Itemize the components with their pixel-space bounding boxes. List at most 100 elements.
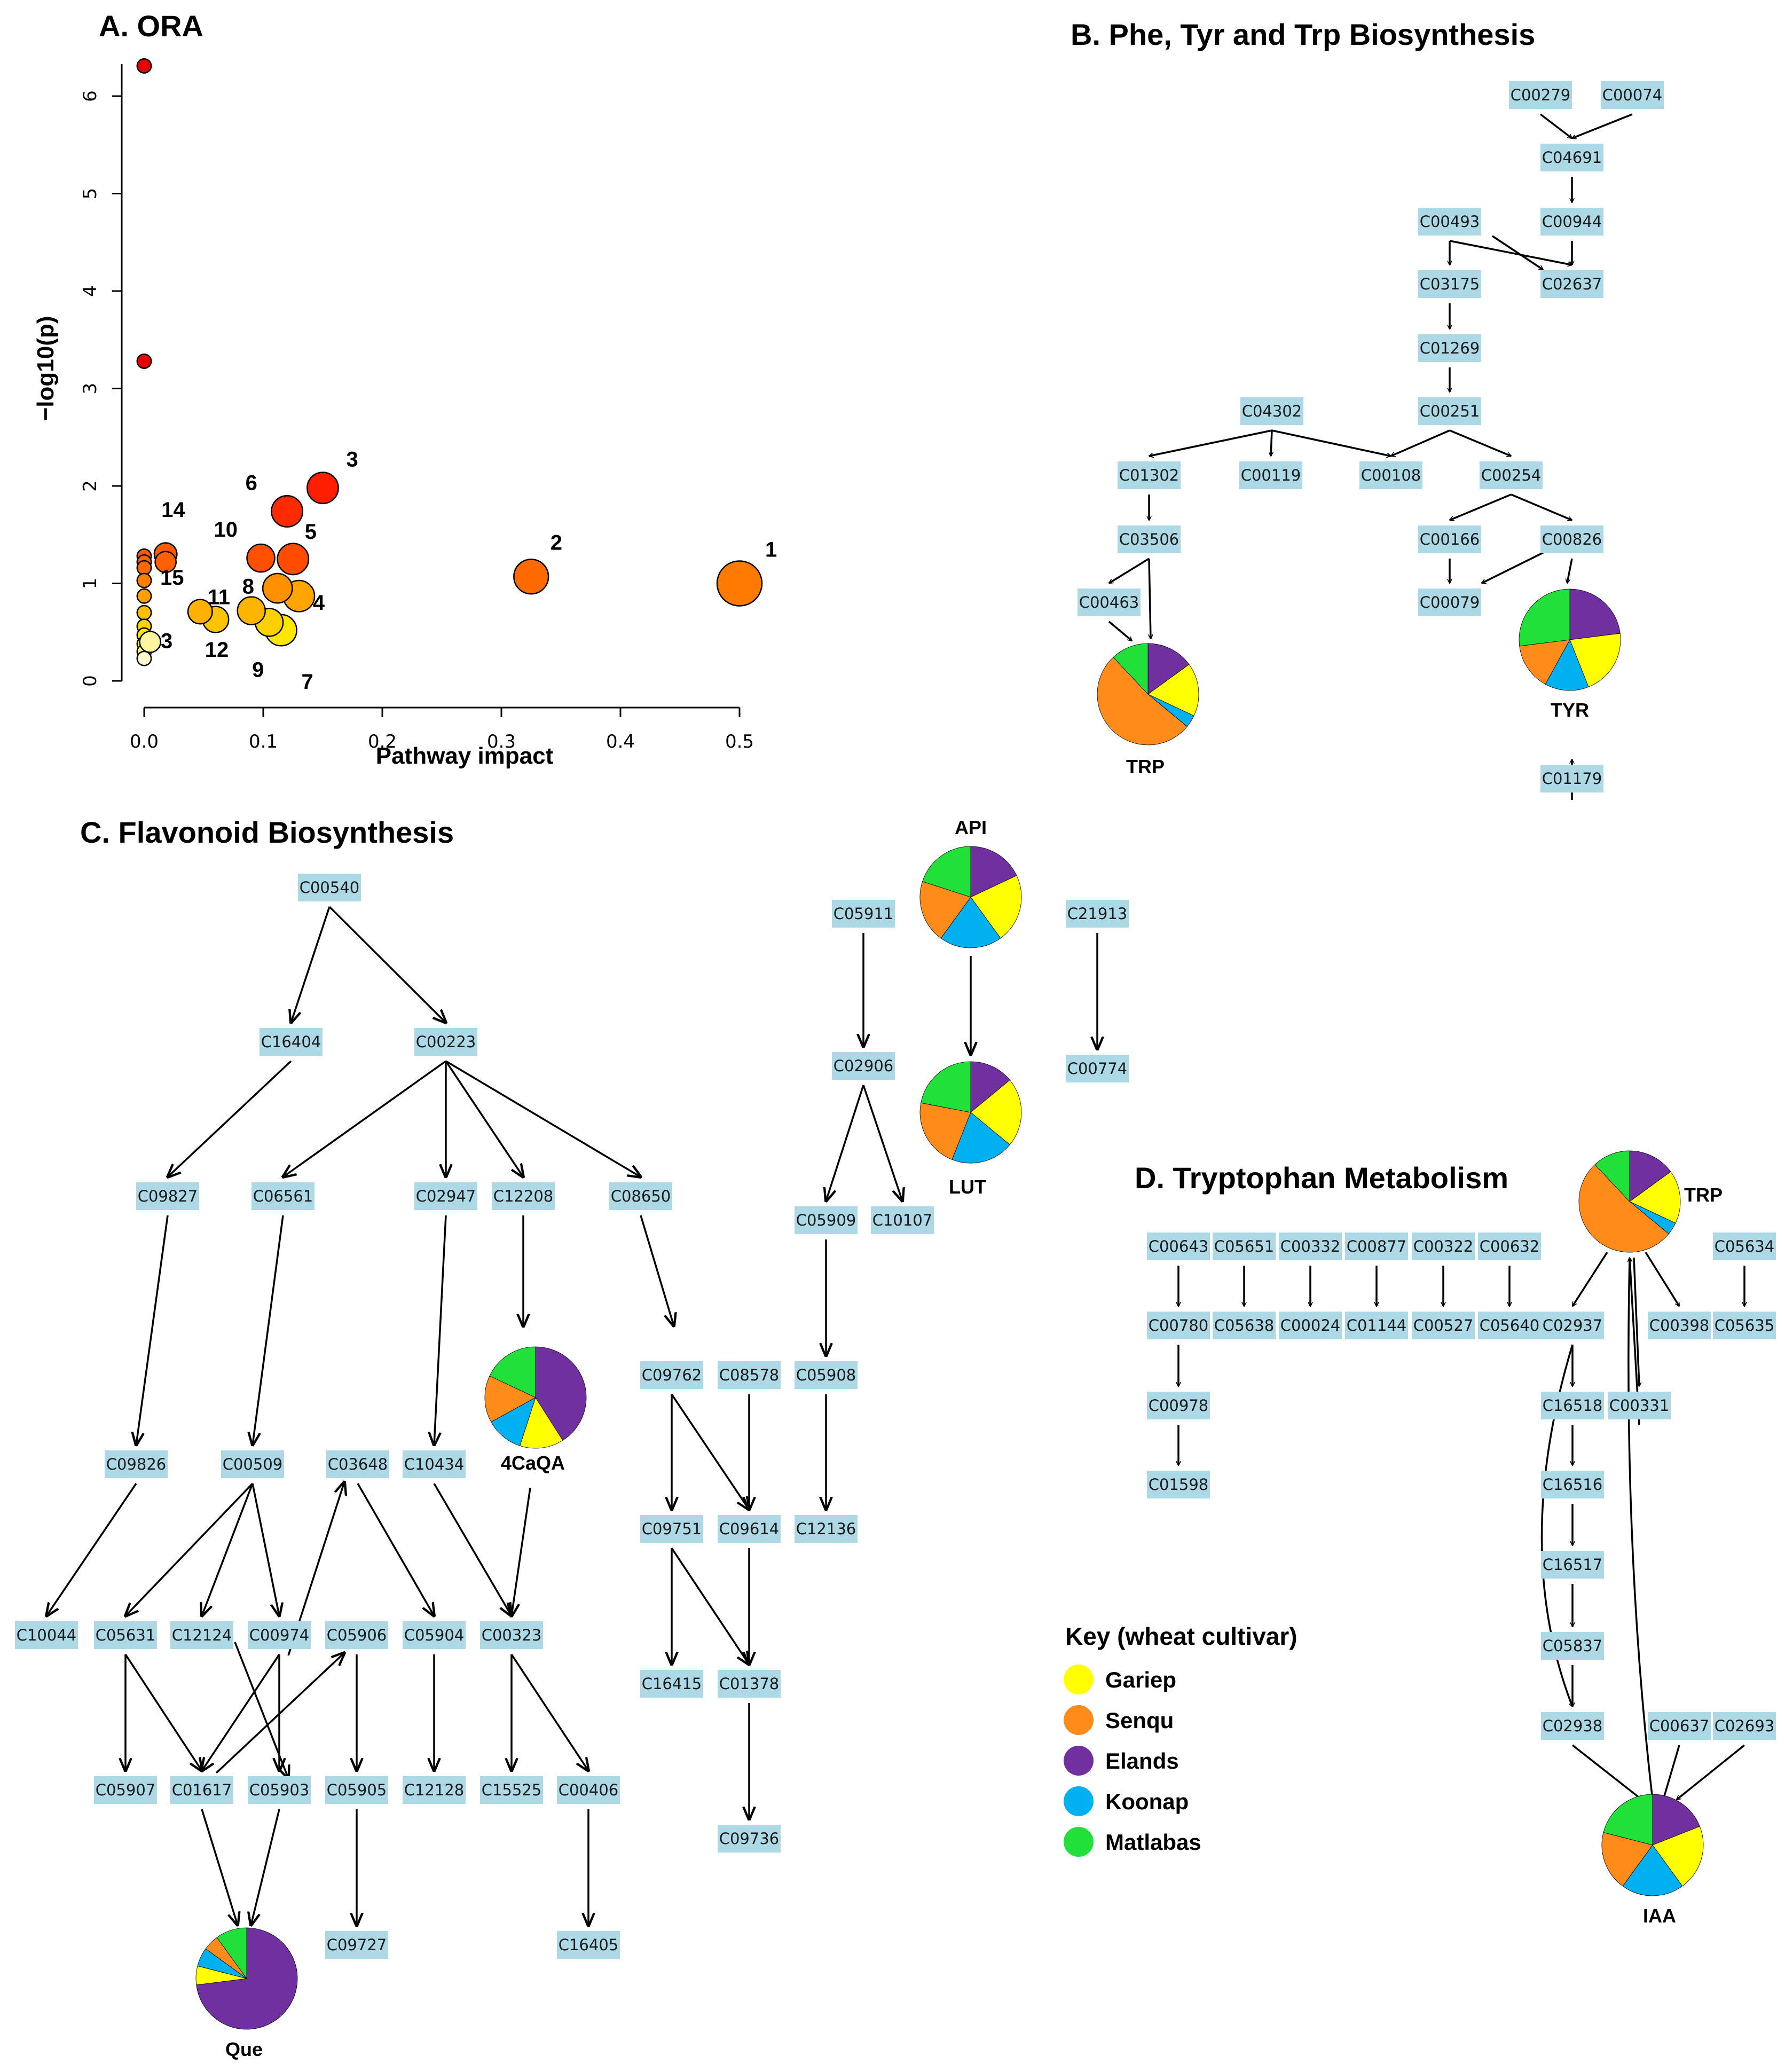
pathway-arrow <box>1645 1252 1680 1306</box>
legend-swatch <box>1064 1665 1094 1694</box>
node-box <box>1066 1055 1129 1082</box>
node-c06561: C06561 <box>251 1182 314 1210</box>
pie-slice-matlabas <box>1594 1150 1630 1203</box>
node-box <box>1541 1392 1604 1419</box>
node-c00637: C00637 <box>1648 1712 1711 1740</box>
ora-point-label: 3 <box>347 448 358 472</box>
node-box <box>325 1621 388 1649</box>
node-box <box>1412 1233 1475 1260</box>
node-box <box>1540 208 1603 236</box>
node-label: C16415 <box>642 1675 702 1693</box>
node-label: C05909 <box>796 1211 856 1229</box>
node-c09751: C09751 <box>640 1515 703 1543</box>
node-label: C05908 <box>796 1366 856 1384</box>
node-box <box>248 1621 311 1649</box>
ora-axes: Pathway impact −log10(p) <box>33 64 740 769</box>
node-c21913: C21913 <box>1066 900 1129 928</box>
ora-point <box>716 560 763 607</box>
legend: Key (wheat cultivar) Gariep Senqu Elands Ko… <box>1064 1622 1298 1857</box>
node-c00509: C00509 <box>221 1450 284 1478</box>
node-c00780: C00780 <box>1147 1312 1210 1339</box>
legend-item-senqu: Senqu <box>1064 1705 1174 1735</box>
pathway-arrow <box>1109 558 1150 584</box>
node-c05651: C05651 <box>1213 1233 1276 1260</box>
x-tick-label: 0.0 <box>130 731 159 752</box>
node-box <box>1279 1312 1342 1339</box>
ora-y-axis-label: −log10(p) <box>33 316 59 421</box>
node-box <box>1648 1312 1711 1339</box>
node-label: C00223 <box>416 1033 476 1051</box>
pathway-arrow <box>445 1060 641 1177</box>
node-label: C00119 <box>1241 466 1301 484</box>
node-label: C00279 <box>1511 86 1571 104</box>
node-box <box>480 1776 543 1804</box>
node-c00974: C00974 <box>248 1621 311 1649</box>
node-label: C00398 <box>1649 1316 1710 1335</box>
ora-point <box>237 596 266 625</box>
node-box <box>1213 1233 1276 1260</box>
node-box <box>248 1776 311 1804</box>
pathway-arrow <box>1627 1259 1653 1800</box>
node-box <box>1713 1712 1776 1740</box>
pie-slice-matlabas <box>1519 588 1570 647</box>
node-c09762: C09762 <box>640 1361 703 1389</box>
node-c00493: C00493 <box>1418 208 1481 236</box>
pathway-arrow <box>251 1809 280 1925</box>
pathway-arrow <box>671 1548 749 1665</box>
node-label: C04302 <box>1242 402 1302 420</box>
node-box <box>795 1515 858 1543</box>
node-box <box>251 1182 314 1210</box>
node-c00119: C00119 <box>1239 461 1302 489</box>
node-c16404: C16404 <box>260 1028 323 1056</box>
pathway-arrow <box>434 1215 447 1445</box>
pathway-arrow <box>1633 1257 1639 1386</box>
node-label: C01269 <box>1420 339 1480 357</box>
node-c12208: C12208 <box>492 1182 555 1210</box>
pathway-arrow <box>1663 1745 1680 1800</box>
node-box <box>1147 1392 1210 1419</box>
node-box <box>1066 900 1129 928</box>
y-tick-label: 0 <box>80 675 101 687</box>
node-c00254: C00254 <box>1480 461 1543 489</box>
node-box <box>1541 1632 1604 1660</box>
node-label: C05640 <box>1480 1316 1540 1335</box>
node-label: C15525 <box>482 1781 542 1799</box>
node-box <box>1540 270 1603 298</box>
ora-point-label: 1 <box>765 538 777 562</box>
node-c09727: C09727 <box>325 1931 388 1959</box>
node-label: C00166 <box>1420 530 1480 548</box>
pathway-arrow <box>1482 552 1544 584</box>
pathway-arrow <box>1449 429 1511 456</box>
pie-charts: TRP TYR API LUT 4CaQA Que TRP IAA <box>195 588 1723 2060</box>
node-box <box>1078 588 1141 616</box>
pathway-arrow <box>510 1654 588 1771</box>
node-c05905: C05905 <box>325 1776 388 1804</box>
legend-item-matlabas: Matlabas <box>1064 1827 1201 1857</box>
node-box <box>1345 1312 1408 1339</box>
node-label: C00254 <box>1481 466 1542 484</box>
node-c10107: C10107 <box>871 1206 934 1234</box>
node-box <box>1648 1712 1711 1740</box>
ora-point-label: 7 <box>301 670 313 694</box>
node-box <box>871 1206 934 1234</box>
pathway-arrow <box>291 906 331 1023</box>
node-label: C00944 <box>1542 213 1602 231</box>
node-box <box>15 1621 78 1649</box>
pathway-arrow <box>202 1483 254 1616</box>
node-c00332: C00332 <box>1279 1233 1342 1260</box>
node-label: C05911 <box>833 905 894 923</box>
node-c05640: C05640 <box>1478 1312 1541 1339</box>
pathway-arrow <box>124 1654 202 1771</box>
node-box <box>1279 1233 1342 1260</box>
y-tick-label: 5 <box>80 188 101 200</box>
pathway-arrow <box>1511 493 1572 520</box>
pathway-arrow <box>251 1483 279 1616</box>
node-c12128: C12128 <box>403 1776 466 1804</box>
node-box <box>403 1621 466 1649</box>
node-label: C10107 <box>872 1211 933 1229</box>
pie-slice-senqu <box>1578 1164 1669 1253</box>
ora-point-label: 2 <box>551 531 562 555</box>
pie-slice-koonap <box>952 1112 1010 1164</box>
node-label: C00974 <box>249 1626 310 1644</box>
